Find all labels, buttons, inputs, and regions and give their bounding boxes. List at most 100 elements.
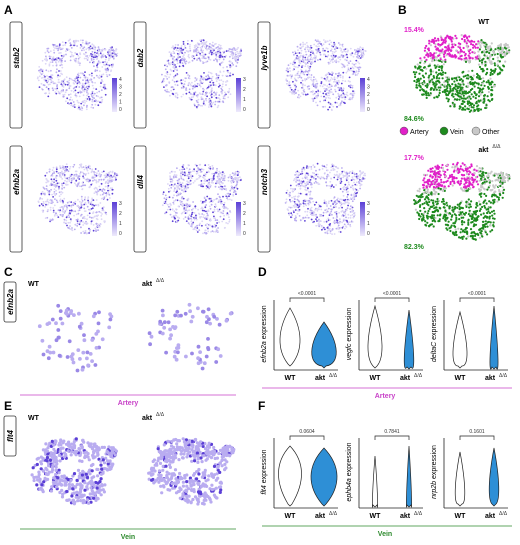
cell-point — [96, 66, 99, 69]
cell-point — [326, 85, 329, 87]
cell-point — [303, 88, 306, 91]
cell-point — [80, 207, 82, 209]
cell-point — [329, 230, 332, 233]
cell-point — [68, 178, 71, 181]
cell-point — [229, 175, 231, 178]
cell-point — [110, 178, 113, 181]
cell-point — [209, 81, 212, 84]
cell-point — [106, 198, 109, 201]
cell-point — [166, 88, 169, 91]
cell-point — [312, 176, 315, 179]
cell-point — [239, 54, 242, 57]
gene-label-box — [257, 145, 271, 253]
cell-point — [194, 163, 197, 166]
cell-point — [194, 77, 197, 79]
cell-point — [110, 49, 113, 52]
cell-point — [175, 220, 178, 223]
scale-tick-label: 2 — [119, 211, 122, 217]
cell-point — [85, 106, 88, 108]
cell-point — [227, 179, 230, 182]
cell-point — [306, 172, 309, 175]
cell-point — [61, 64, 63, 66]
cell-point — [301, 177, 304, 180]
cell-point — [179, 181, 182, 184]
cell-point — [237, 54, 240, 57]
cell-point — [162, 193, 165, 196]
cell-point — [180, 177, 183, 180]
cluster-point — [462, 83, 465, 86]
cell-point — [307, 50, 310, 53]
cell-point — [199, 39, 202, 42]
cell-point — [99, 202, 102, 204]
cell-point — [309, 65, 312, 68]
cluster-point — [453, 98, 457, 101]
cell-point — [336, 202, 338, 205]
cluster-point — [435, 75, 438, 79]
cell-point — [174, 83, 177, 86]
cell-point — [68, 216, 71, 219]
cell-point — [294, 88, 297, 91]
cluster-point — [486, 95, 489, 98]
cell-point — [84, 76, 87, 79]
cell-point — [321, 228, 323, 231]
cell-point — [180, 183, 182, 186]
cluster-point — [437, 37, 440, 40]
cell-point — [46, 203, 49, 206]
cluster-point — [459, 55, 462, 58]
cell-point — [87, 180, 90, 183]
cell-point — [286, 68, 289, 71]
cell-point — [87, 172, 90, 175]
cluster-point — [447, 78, 451, 81]
cell-point — [196, 57, 199, 60]
cell-point — [50, 69, 52, 72]
cell-point — [45, 57, 48, 59]
cell-point — [80, 39, 82, 42]
cell-point — [76, 84, 79, 86]
cell-point — [107, 53, 110, 56]
cell-point — [210, 51, 213, 54]
cell-point — [318, 221, 321, 223]
gene-label-notch3: notch3 — [260, 168, 269, 195]
cell-point — [173, 173, 176, 176]
cell-point — [327, 63, 330, 65]
cluster-point — [479, 46, 482, 49]
cell-point — [164, 194, 167, 197]
cell-point — [327, 96, 330, 99]
cell-point — [198, 92, 201, 94]
cell-point — [332, 93, 335, 96]
cell-point — [349, 86, 352, 89]
cell-point — [286, 189, 289, 192]
cell-point — [360, 49, 362, 52]
cell-point — [342, 174, 345, 177]
cell-point — [319, 100, 321, 103]
cell-point — [317, 203, 320, 206]
cell-point — [348, 85, 350, 87]
cell-point — [313, 55, 316, 57]
cluster-point — [429, 92, 432, 95]
cell-point — [54, 176, 57, 179]
cell-point — [329, 180, 332, 183]
cell-point — [359, 187, 361, 190]
cell-point — [354, 65, 357, 68]
cluster-point — [475, 43, 478, 46]
cell-point — [169, 172, 171, 174]
cell-point — [348, 172, 351, 175]
cell-point — [306, 56, 309, 59]
cluster-point — [438, 91, 441, 95]
cell-point — [187, 216, 190, 219]
cell-point — [92, 179, 94, 182]
cell-point — [190, 220, 193, 223]
cell-point — [319, 177, 322, 180]
cell-point — [293, 200, 296, 203]
cell-point — [97, 76, 99, 78]
cell-point — [294, 219, 296, 222]
cell-point — [289, 200, 292, 203]
cell-point — [335, 84, 337, 86]
cell-point — [328, 91, 331, 94]
cell-point — [332, 44, 335, 46]
cell-point — [204, 200, 207, 203]
cell-point — [168, 196, 171, 199]
cell-point — [358, 47, 361, 50]
cell-point — [169, 180, 172, 183]
cell-point — [208, 205, 211, 208]
